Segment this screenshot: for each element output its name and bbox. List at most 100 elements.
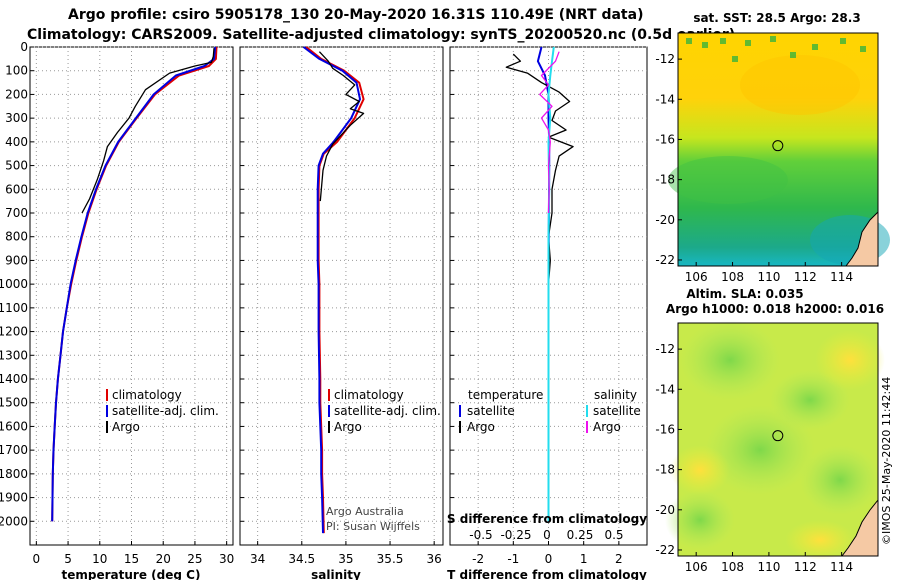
depth-tick-label: 100 [5, 64, 28, 78]
sst-yellow-patch [740, 55, 860, 115]
depth-tick-label: 1800 [0, 467, 28, 481]
sla-float-marker [772, 430, 784, 442]
s-diff-tick-label: 0.5 [604, 528, 623, 542]
map-y-tick-label: -16 [655, 132, 675, 146]
depth-tick-label: 1000 [0, 277, 28, 291]
sla-blob [800, 445, 880, 515]
cloud-pixel [745, 40, 751, 46]
depth-tick-label: 1400 [0, 372, 28, 386]
sla-map-ticks: 106 108 110 112 114 -12 -14 -16 -18 -20 -22 [655, 342, 853, 574]
cloud-pixel [702, 42, 708, 48]
sla-yellow-region [815, 330, 885, 390]
x-tick-label: 30 [219, 552, 234, 566]
cloud-pixel [860, 46, 866, 52]
cloud-pixel [812, 44, 818, 50]
x-tick-label: 34 [250, 552, 265, 566]
salinity-ticks: 34 34.5 35 35.5 36 [240, 46, 442, 566]
annotation-argo-australia: Argo Australia [326, 505, 404, 518]
series-line-salinity-satellite [547, 46, 555, 522]
legend-sal-satellite-label: satellite [593, 404, 641, 418]
depth-tick-label: 900 [5, 253, 28, 267]
map-x-tick-label: 110 [757, 270, 780, 284]
difference-grid [450, 46, 647, 545]
cloud-pixel [732, 56, 738, 62]
sla-map: Altim. SLA: 0.035 Argo h1000: 0.018 h200… [655, 287, 885, 574]
map-y-tick-label: -12 [655, 52, 675, 66]
legend-climatology-label: climatology [334, 388, 404, 402]
x-tick-label: 2 [615, 552, 623, 566]
sst-float-marker [772, 140, 784, 152]
series-line-salinity-argo [539, 51, 560, 214]
x-tick-label: -1 [507, 552, 519, 566]
series-line-temperature-argo [505, 53, 574, 285]
series-line-climatology [305, 46, 365, 534]
temperature-lines [51, 46, 218, 522]
difference-lines [505, 46, 574, 522]
map-x-tick-label: 106 [685, 560, 708, 574]
depth-tick-label: 500 [5, 159, 28, 173]
legend-satellite-label: satellite-adj. clim. [112, 404, 219, 418]
map-x-tick-label: 114 [830, 270, 853, 284]
map-y-tick-label: -12 [655, 342, 675, 356]
sst-cloud-pixels [686, 36, 866, 62]
legend-argo-label: Argo [112, 420, 140, 434]
map-x-tick-label: 108 [721, 560, 744, 574]
s-difference-label: S difference from climatology [447, 512, 647, 526]
legend-sal-argo-label: Argo [593, 420, 621, 434]
x-tick-label: 20 [156, 552, 171, 566]
depth-tick-label: 0 [20, 40, 28, 54]
difference-x-label: T difference from climatology [447, 568, 647, 580]
sla-map-title-line1: Altim. SLA: 0.035 [686, 287, 803, 301]
difference-legend: temperature satellite Argo salinity sate… [459, 388, 641, 434]
cloud-pixel [770, 36, 776, 42]
salinity-plot-frame [239, 46, 444, 546]
sst-map-frame [677, 32, 879, 267]
map-y-tick-label: -16 [655, 422, 675, 436]
difference-ticks: -2 -1 0 1 2 [450, 46, 623, 566]
s-difference-ticks: -0.5 -0.25 0 0.25 0.5 [469, 528, 623, 542]
difference-panel: -2 -1 0 1 2 temperature satellite Argo salin… [447, 46, 648, 580]
series-line-satellite-adj-clim- [302, 46, 361, 534]
legend-argo-label: Argo [334, 420, 362, 434]
depth-tick-label: 1100 [0, 301, 28, 315]
s-diff-tick-label: -0.25 [500, 528, 531, 542]
depth-tick-label: 1500 [0, 396, 28, 410]
x-tick-label: -2 [472, 552, 484, 566]
sla-yellow-region [670, 445, 730, 495]
x-tick-label: 5 [64, 552, 72, 566]
depth-tick-label: 1700 [0, 443, 28, 457]
temperature-x-label: temperature (deg C) [62, 568, 201, 580]
depth-tick-label: 2000 [0, 514, 28, 528]
x-tick-label: 36 [427, 552, 442, 566]
figure-title-line2: Climatology: CARS2009. Satellite-adjuste… [27, 27, 736, 43]
sla-blob [705, 405, 815, 495]
temperature-panel: 0 5 10 15 20 25 30 climatology satellite-adj. … [29, 46, 234, 580]
x-tick-label: 0 [545, 552, 553, 566]
cloud-pixel [790, 52, 796, 58]
sla-blob [770, 370, 850, 430]
temperature-ticks: 0 5 10 15 20 25 30 [30, 46, 234, 566]
figure-title-line1: Argo profile: csiro 5905178_130 20-May-2… [68, 7, 644, 23]
cloud-pixel [720, 38, 726, 44]
sla-blob [665, 490, 735, 550]
map-y-tick-label: -14 [655, 382, 675, 396]
s-diff-tick-label: -0.5 [469, 528, 492, 542]
x-tick-label: 1 [580, 552, 588, 566]
salinity-lines [302, 46, 365, 534]
x-tick-label: 25 [187, 552, 202, 566]
depth-tick-label: 1600 [0, 419, 28, 433]
legend-temp-satellite-label: satellite [467, 404, 515, 418]
map-y-tick-label: -22 [655, 253, 675, 267]
legend-temperature-heading: temperature [468, 388, 543, 402]
x-tick-label: 35.5 [377, 552, 404, 566]
salinity-grid [240, 46, 443, 545]
map-x-tick-label: 110 [757, 560, 780, 574]
depth-tick-label: 800 [5, 230, 28, 244]
series-line-argo [81, 48, 215, 214]
map-y-tick-label: -22 [655, 543, 675, 557]
sla-map-title-line2: Argo h1000: 0.018 h2000: 0.016 [666, 302, 884, 316]
sla-map-frame [677, 322, 879, 557]
x-tick-label: 0 [33, 552, 41, 566]
s-diff-tick-label: 0 [543, 528, 551, 542]
